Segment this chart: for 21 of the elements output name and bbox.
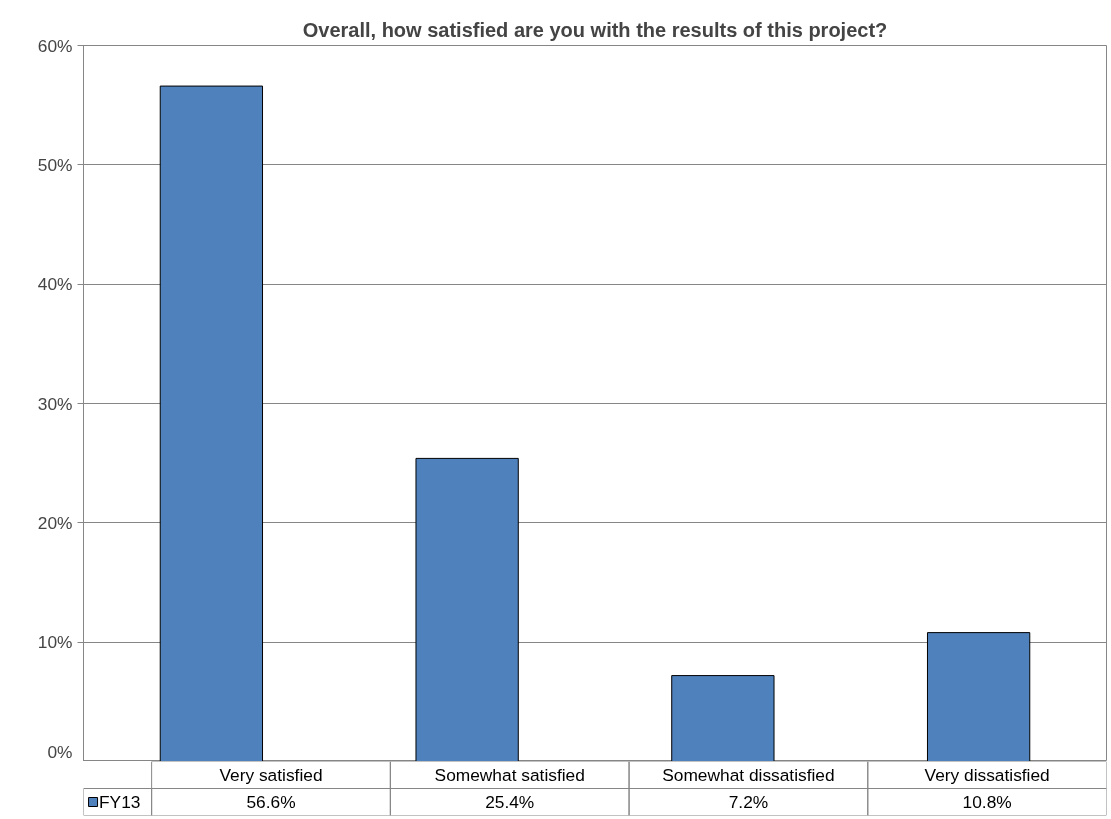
y-tick-label: 40% [37, 274, 73, 295]
bar [671, 675, 775, 761]
x-tick-label: Somewhat dissatisfied [662, 765, 835, 785]
y-tick-label: 50% [37, 154, 73, 175]
chart-title: Overall, how satisfied are you with the results of this project? [302, 18, 888, 41]
bar [159, 85, 264, 761]
bar [415, 457, 519, 761]
y-tick-label: 0% [47, 741, 73, 762]
x-tick-label: Very dissatisfied [924, 765, 1050, 785]
bar [926, 632, 1031, 761]
y-tick-label: 60% [37, 35, 73, 56]
x-tick-label: Very satisfied [219, 765, 323, 785]
data-label: 10.8% [962, 792, 1012, 812]
y-tick-label: 10% [37, 632, 73, 653]
data-label: 25.4% [485, 792, 535, 812]
data-label: 56.6% [246, 792, 296, 812]
y-tick-label: 30% [37, 393, 73, 414]
y-tick-label: 20% [37, 512, 73, 533]
x-tick-label: Somewhat satisfied [434, 765, 585, 785]
data-label: 7.2% [728, 792, 769, 812]
legend-label: FY13 [99, 792, 141, 812]
